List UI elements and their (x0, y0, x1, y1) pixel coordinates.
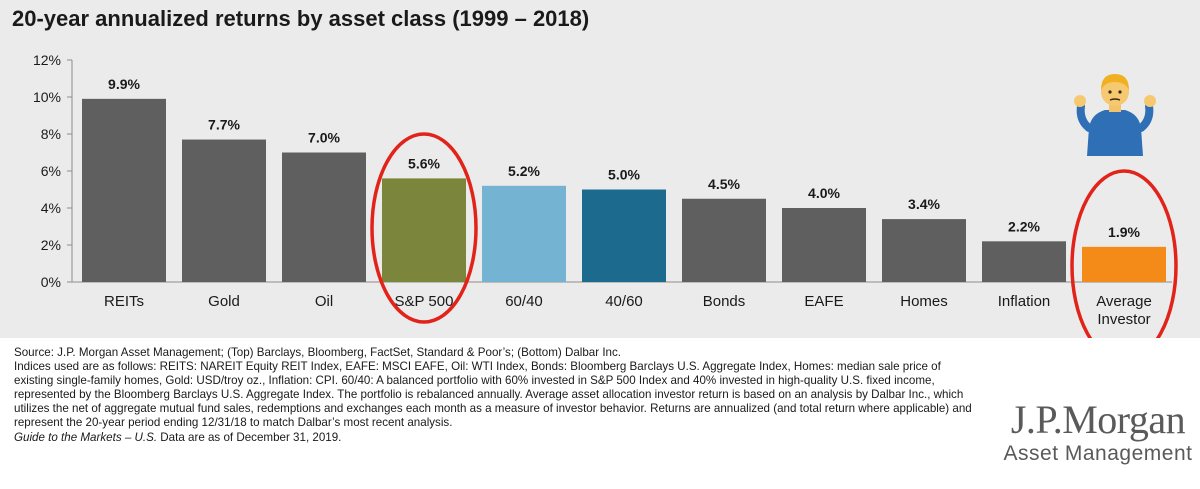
category-label: Inflation (998, 293, 1051, 310)
y-tick-label: 12% (33, 52, 61, 68)
highlight-circle (1070, 169, 1178, 338)
data-label: 5.2% (508, 163, 540, 179)
data-label: 4.0% (808, 185, 840, 201)
category-label: 60/40 (505, 293, 543, 310)
data-label: 2.2% (1008, 218, 1040, 234)
y-tick-label: 8% (41, 126, 61, 142)
category-label: Bonds (703, 293, 746, 310)
shrug-emoji (1074, 74, 1156, 156)
bar (282, 152, 366, 282)
y-tick-label: 0% (41, 274, 61, 290)
logo-main-text: J.P.Morgan (1010, 397, 1186, 442)
jpmorgan-logo: J.P.Morgan Asset Management (1003, 398, 1193, 466)
x-axis-labels: REITs Gold Oil S&P 500 60/40 40/60 Bonds EAFE Ho… (104, 293, 1152, 328)
bar (682, 198, 766, 282)
category-label: REITs (104, 293, 144, 310)
category-label: 40/60 (605, 293, 643, 310)
data-label: 5.0% (608, 167, 640, 183)
category-label: S&P 500 (395, 293, 454, 310)
data-label: 1.9% (1108, 224, 1140, 240)
y-tick-label: 6% (41, 163, 61, 179)
data-label: 7.0% (308, 130, 340, 146)
bar-chart: 0% 2% 4% 6% 8% 10% 12% 9.9% 7.7% 7.0% 5.6% 5.2% 5.0… (33, 52, 1178, 338)
bar (182, 139, 266, 282)
bars: 9.9% 7.7% 7.0% 5.6% 5.2% 5.0% 4.5% 4.0% 3.4% 2.2%… (82, 76, 1166, 282)
bar (1082, 246, 1166, 282)
data-label: 9.9% (108, 76, 140, 92)
data-label: 7.7% (208, 117, 240, 133)
y-tick-label: 4% (41, 200, 61, 216)
bar (482, 185, 566, 282)
highlight-circle (370, 132, 478, 324)
y-tick-label: 10% (33, 89, 61, 105)
data-label: 5.6% (408, 155, 440, 171)
guide-title: Guide to the Markets – U.S. (14, 430, 158, 444)
category-label: Average Investor (1096, 293, 1152, 328)
category-label: Homes (900, 293, 948, 310)
bar (782, 208, 866, 282)
footnote-indices: Indices used are as follows: REITS: NARE… (14, 360, 972, 430)
data-label: 4.5% (708, 176, 740, 192)
footnote-guide: Guide to the Markets – U.S. Data are as … (14, 431, 974, 445)
shrug-icon (1074, 74, 1156, 156)
logo-sub-text: Asset Management (1003, 442, 1193, 465)
bar (582, 189, 666, 282)
chart-panel: 20-year annualized returns by asset clas… (0, 0, 1200, 338)
chart-title: 20-year annualized returns by asset clas… (12, 6, 590, 31)
category-label: Oil (315, 293, 333, 310)
category-label: EAFE (804, 293, 843, 310)
footnote-source: Source: J.P. Morgan Asset Management; (T… (14, 346, 622, 359)
bar (982, 241, 1066, 282)
guide-date: Data are as of December 31, 2019. (160, 430, 342, 444)
footnote: Source: J.P. Morgan Asset Management; (T… (14, 346, 974, 445)
bar (382, 178, 466, 282)
data-label: 3.4% (908, 196, 940, 212)
highlight-circles (370, 132, 1178, 338)
bar (882, 219, 966, 282)
category-label: Gold (208, 293, 240, 310)
bar (82, 98, 166, 282)
y-tick-label: 2% (41, 237, 61, 253)
